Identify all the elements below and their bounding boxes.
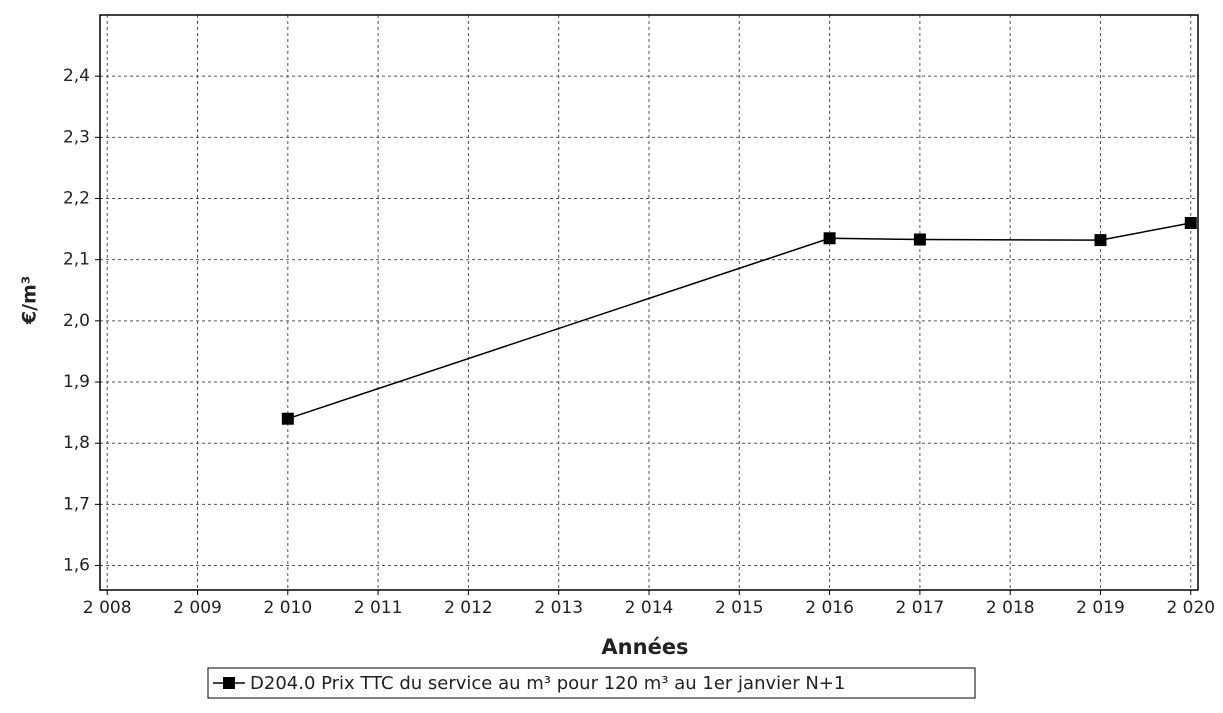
- y-tick-label: 1,8: [63, 433, 90, 453]
- y-tick-label: 1,9: [63, 372, 90, 392]
- x-tick-label: 2 014: [625, 598, 674, 618]
- x-tick-label: 2 010: [263, 598, 312, 618]
- x-tick-label: 2 011: [354, 598, 403, 618]
- x-tick-label: 2 008: [83, 598, 132, 618]
- y-tick-label: 2,4: [63, 66, 90, 86]
- y-tick-label: 2,3: [63, 127, 90, 147]
- point: [1184, 216, 1197, 229]
- x-tick-label: 2 015: [715, 598, 764, 618]
- point: [1094, 234, 1107, 247]
- x-tick-label: 2 020: [1166, 598, 1215, 618]
- x-tick-label: 2 017: [896, 598, 945, 618]
- y-tick-label: 2,0: [63, 311, 90, 331]
- point: [823, 232, 836, 245]
- x-tick-label: 2 016: [805, 598, 854, 618]
- legend-label: D204.0 Prix TTC du service au m³ pour 12…: [250, 673, 845, 694]
- legend-marker: [223, 677, 235, 689]
- y-tick-label: 2,1: [63, 250, 90, 270]
- plot-frame: [99, 14, 1199, 591]
- y-axis-label: €/m³: [19, 276, 41, 325]
- x-tick-label: 2 012: [444, 598, 493, 618]
- x-tick-label: 2 013: [534, 598, 583, 618]
- x-tick-label: 2 019: [1076, 598, 1125, 618]
- x-tick-label: 2 018: [986, 598, 1035, 618]
- x-tick-label: 2 009: [173, 598, 222, 618]
- point: [913, 233, 926, 246]
- y-tick-label: 2,2: [63, 189, 90, 209]
- x-axis-label: Années: [601, 635, 688, 659]
- point: [281, 412, 294, 425]
- y-tick-label: 1,6: [63, 556, 90, 576]
- y-tick-label: 1,7: [63, 494, 90, 514]
- legend-box: [207, 667, 976, 699]
